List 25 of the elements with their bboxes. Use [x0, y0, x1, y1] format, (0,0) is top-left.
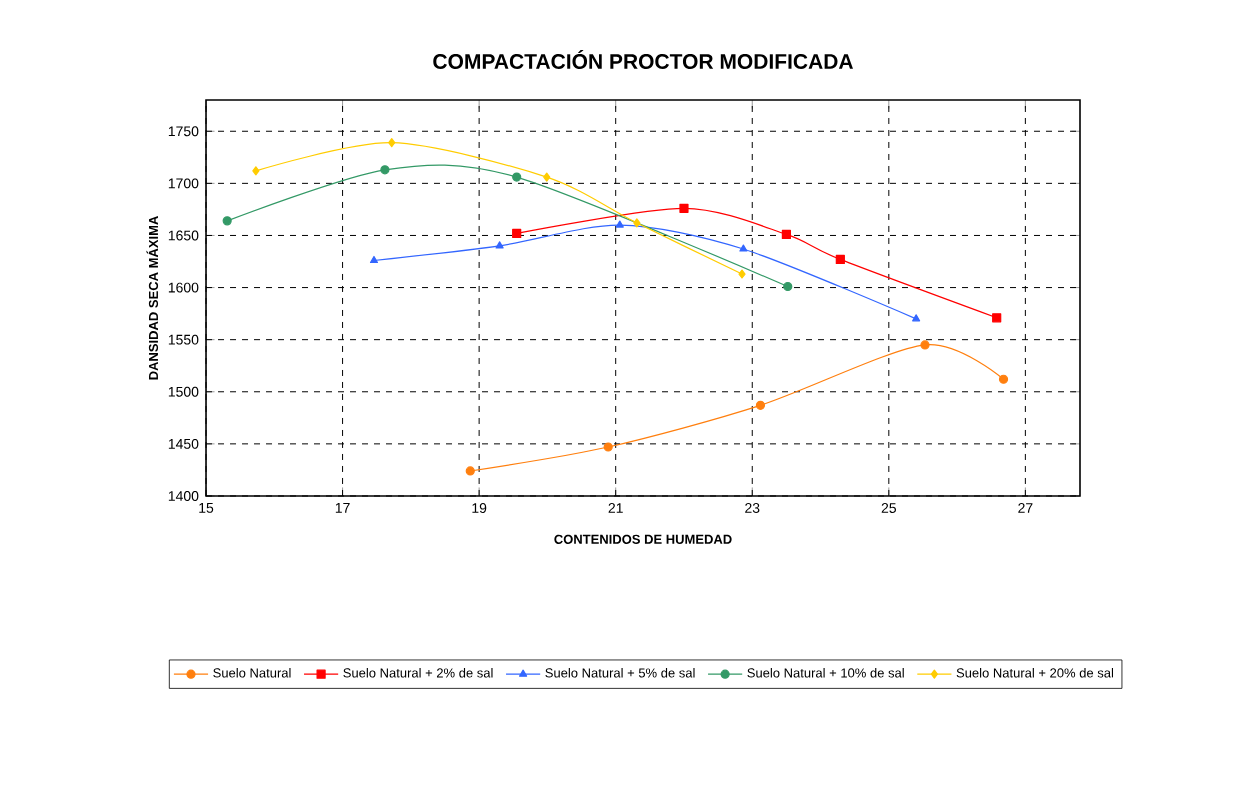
- point: [739, 244, 748, 252]
- point: [388, 138, 396, 148]
- point: [679, 203, 689, 213]
- point: [998, 374, 1009, 384]
- point: [992, 313, 1002, 323]
- point: [920, 340, 930, 350]
- point: [495, 241, 504, 249]
- point: [512, 228, 522, 238]
- point: [465, 466, 475, 476]
- point: [380, 165, 390, 175]
- point: [222, 216, 232, 226]
- point: [835, 254, 845, 265]
- chart-title: COMPACTACIÓN PROCTOR MODIFICADA: [433, 50, 853, 69]
- point: [755, 400, 766, 410]
- point: [633, 218, 641, 228]
- point: [369, 255, 379, 264]
- point: [603, 442, 613, 452]
- point: [543, 172, 551, 182]
- point: [252, 166, 260, 176]
- point: [738, 269, 746, 279]
- point: [912, 314, 921, 322]
- point: [512, 172, 522, 182]
- point: [781, 229, 791, 240]
- point: [615, 220, 624, 228]
- point: [783, 281, 793, 292]
